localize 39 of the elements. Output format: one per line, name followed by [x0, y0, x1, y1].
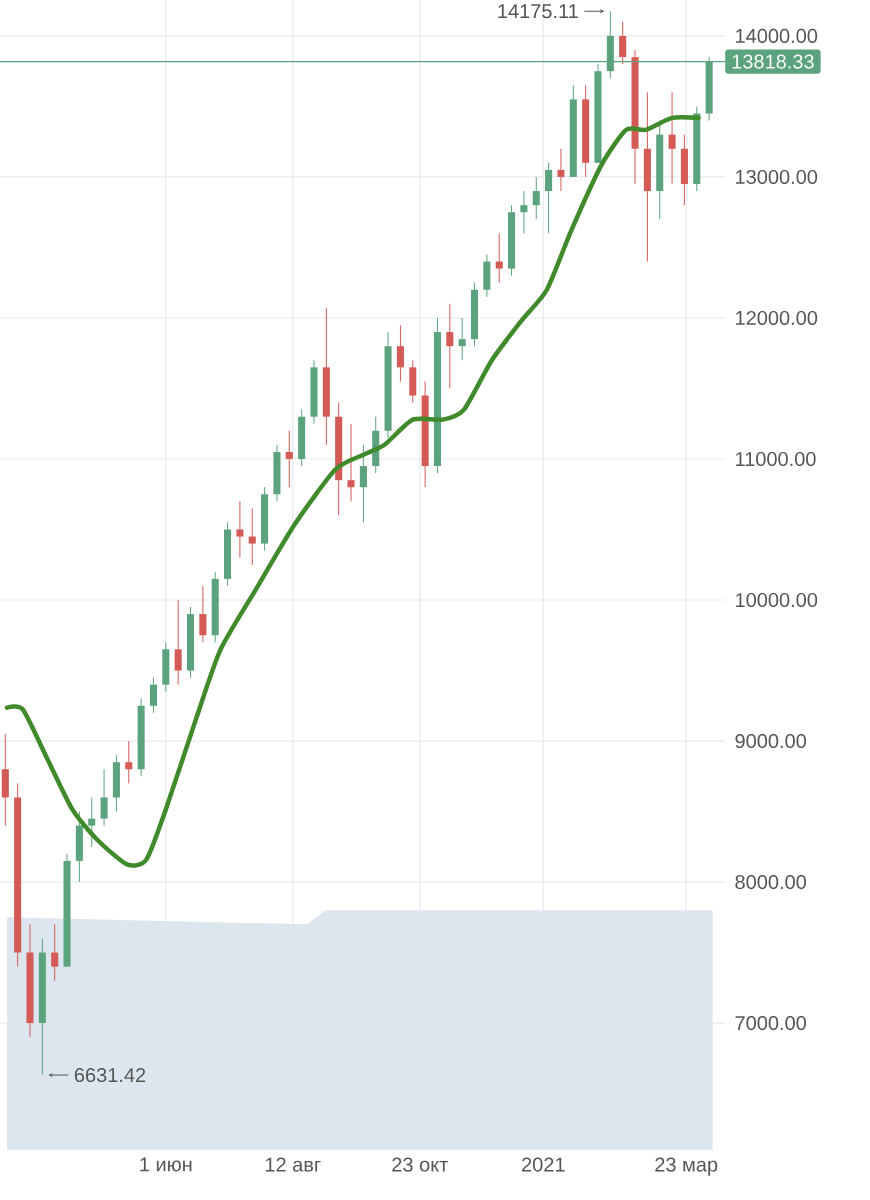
candlestick — [125, 740, 133, 784]
candlestick — [520, 190, 528, 234]
candlestick — [458, 317, 466, 361]
x-tick-label: 23 окт — [392, 1157, 449, 1172]
candlestick — [199, 585, 207, 643]
candlestick — [545, 162, 553, 234]
y-tick-label: 9000.00 — [735, 733, 807, 749]
x-tick-label: 1 июн — [140, 1157, 192, 1172]
y-tick-label: 12000.00 — [736, 310, 818, 326]
candlestick — [248, 507, 256, 566]
candlestick — [495, 232, 503, 284]
candlestick — [347, 423, 355, 502]
y-tick-label: 14000.00 — [736, 28, 818, 44]
y-tick-label: 7000.00 — [735, 1016, 807, 1031]
candlestick — [446, 303, 454, 389]
y-tick-label: 8000.00 — [735, 874, 807, 890]
y-tick-label: 10000.00 — [736, 592, 818, 608]
candlestick — [396, 324, 404, 382]
candlestick — [668, 91, 676, 185]
candlestick — [149, 677, 157, 714]
candlestick — [51, 923, 59, 982]
candlestick — [236, 500, 244, 559]
x-tick-label: 2021 — [522, 1157, 565, 1172]
candlestick — [285, 430, 293, 488]
candlestick — [532, 176, 540, 220]
line-series — [4, 115, 701, 868]
candlestick — [88, 796, 96, 848]
annotation: 14175.11 — [498, 4, 578, 19]
x-tick-label: 12 авг — [265, 1157, 321, 1172]
annotation: 6631.42 — [74, 1067, 146, 1083]
ref-line-label: 13818.33 — [732, 54, 814, 69]
candlestick — [100, 768, 108, 827]
y-tick-label: 13000.00 — [736, 169, 818, 185]
candlestick — [557, 148, 565, 192]
y-tick-label: 11000.00 — [736, 451, 816, 467]
candlestick — [359, 444, 367, 523]
candlestick — [619, 21, 627, 65]
candlestick — [174, 599, 182, 686]
x-tick-label: 23 мар — [655, 1157, 718, 1176]
